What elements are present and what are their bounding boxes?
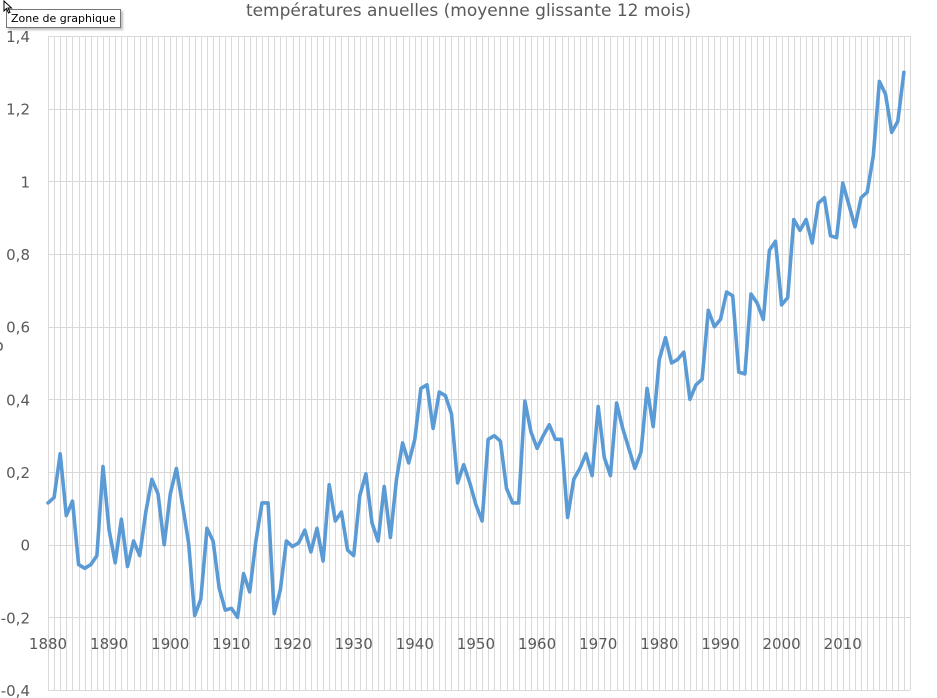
y-tick-label: -0,4 <box>1 682 30 698</box>
y-tick-label: 1 <box>20 173 30 191</box>
chart-title: températures anuelles (moyenne glissante… <box>245 1 692 21</box>
y-tick-label: 0 <box>20 537 30 555</box>
y-axis-title-cut: o <box>0 336 4 355</box>
x-tick-label: 1970 <box>579 635 617 653</box>
y-gridlines <box>48 36 910 691</box>
y-tick-label: 1,2 <box>6 101 30 119</box>
x-tick-label: 1910 <box>212 635 250 653</box>
y-tick-label: 0,2 <box>6 464 30 482</box>
x-tick-label: 1990 <box>701 635 739 653</box>
x-tick-label: 2010 <box>824 635 862 653</box>
y-tick-label: 0,8 <box>6 246 30 264</box>
y-tick-labels: -0,4 -0,2 0 0,2 0,4 0,6 0,8 1 1,2 1,4 <box>1 28 30 698</box>
x-tick-label: 1890 <box>90 635 128 653</box>
x-tick-label: 1980 <box>640 635 678 653</box>
x-gridlines <box>48 36 911 690</box>
x-tick-label: 1900 <box>151 635 189 653</box>
x-tick-label: 1960 <box>518 635 556 653</box>
x-tick-label: 2000 <box>763 635 801 653</box>
y-tick-label: 0,4 <box>6 391 30 409</box>
mouse-pointer-icon <box>3 0 13 14</box>
x-tick-label: 1880 <box>29 635 67 653</box>
tooltip-chart-area: Zone de graphique <box>6 9 121 28</box>
y-tick-label: 0,6 <box>6 319 30 337</box>
x-tick-label: 1930 <box>335 635 373 653</box>
x-tick-label: 1920 <box>273 635 311 653</box>
x-tick-label: 1940 <box>396 635 434 653</box>
series-group <box>46 70 906 620</box>
y-tick-label: 1,4 <box>6 28 30 46</box>
x-tick-label: 1950 <box>457 635 495 653</box>
series-line <box>46 70 906 620</box>
x-tick-labels: 1880 1890 1900 1910 1920 1930 1940 1950 1960 1970… <box>29 635 862 653</box>
y-tick-label: -0,2 <box>1 609 30 627</box>
